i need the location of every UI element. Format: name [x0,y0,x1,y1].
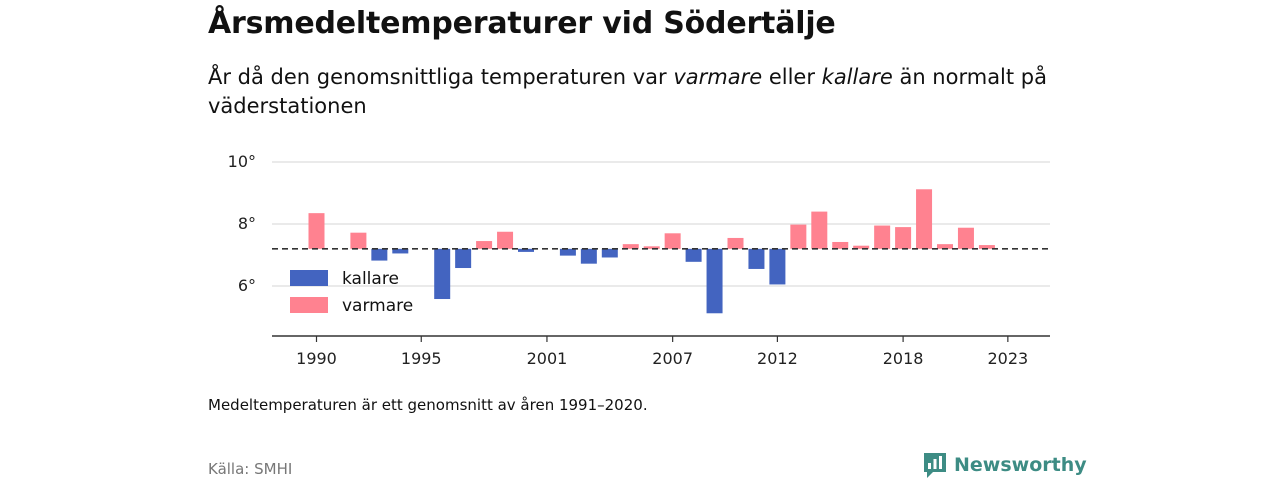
bar-chart: 6° 8° 10° 1990 1995 2001 2007 2012 2018 2023 kalla… [228,152,1050,368]
legend-label-colder: kallare [342,269,399,289]
x-tick-label: 2018 [883,349,924,368]
chart-subtitle: År då den genomsnittliga temperaturen va… [208,63,1070,121]
bar-1998 [476,241,493,249]
bar-2004 [601,248,618,258]
bar-1999 [497,231,514,249]
bar-2018 [895,227,912,249]
bar-1997 [455,248,472,269]
bar-2006 [643,246,660,249]
bar-1996 [434,248,451,300]
y-tick-label: 6° [238,276,256,295]
bar-2008 [685,248,702,262]
bar-2009 [706,248,723,314]
bar-2007 [664,233,681,249]
bar-2013 [790,224,807,249]
legend-swatch-warmer [290,297,328,313]
legend-label-warmer: varmare [342,296,413,316]
y-tick-label: 8° [238,214,256,233]
y-tick-label: 10° [228,152,256,171]
x-tick-label: 1995 [401,349,442,368]
bar-2019 [916,189,933,249]
bar-2014 [811,211,828,249]
bar-2002 [559,248,576,256]
bar-2010 [727,237,744,249]
x-tick-label: 1990 [296,349,337,368]
bar-1994 [392,248,409,254]
subtitle-keyword-warmer: varmare [673,65,763,89]
x-tick-label: 2012 [757,349,798,368]
source-label: Källa: SMHI [208,460,293,478]
bar-2015 [832,241,849,249]
brand-name: Newsworthy [954,454,1087,476]
x-tick-label: 2001 [527,349,568,368]
subtitle-part-2: eller [762,65,822,89]
bar-2012 [769,248,786,285]
bar-1990 [308,213,325,249]
chart-title: Årsmedeltemperaturer vid Södertälje [208,6,836,41]
bar-1993 [371,248,388,261]
subtitle-part-3: än normalt på väderstationen [208,65,1047,118]
bar-2022 [978,245,995,249]
bar-2016 [853,245,870,249]
brand-logo: Newsworthy [922,451,1087,479]
bar-2021 [957,227,974,249]
bar-2000 [518,248,534,252]
x-tick-label: 2007 [652,349,693,368]
subtitle-keyword-colder: kallare [821,65,893,89]
bar-2005 [622,244,639,249]
legend-swatch-colder [290,270,328,286]
bar-2020 [937,244,953,249]
footnote: Medeltemperaturen är ett genomsnitt av å… [208,396,648,414]
bar-2017 [874,225,891,249]
chart-container: Årsmedeltemperaturer vid Södertälje År d… [208,0,1087,480]
bar-1992 [350,232,367,249]
x-tick-label: 2023 [987,349,1028,368]
bar-2003 [580,248,597,264]
bar-2011 [748,248,765,269]
newsworthy-logo-icon [924,453,946,478]
subtitle-part-1: År då den genomsnittliga temperaturen va… [208,65,674,89]
